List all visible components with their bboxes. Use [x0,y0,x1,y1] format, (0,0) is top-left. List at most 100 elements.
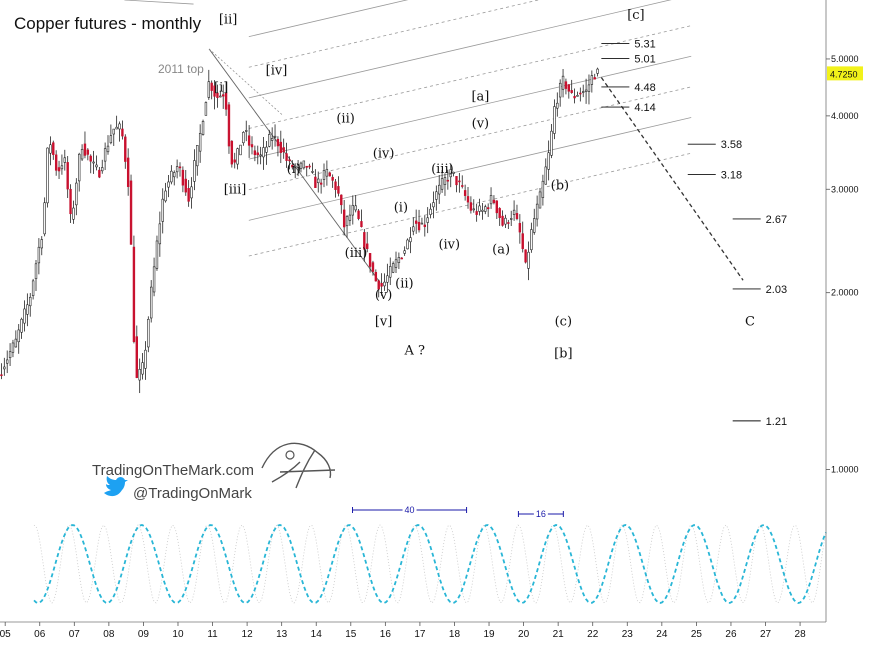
candle-body [558,82,562,98]
candle-body [553,106,556,134]
candle-body [406,239,409,250]
candle-body [584,89,588,92]
candle-body [270,138,274,141]
candle-body [294,165,297,168]
candle-body [334,181,337,190]
candle-body [498,208,501,219]
brand-logo [261,442,336,489]
candle-body [196,145,199,167]
level-label: 3.18 [721,169,742,181]
channel-line [248,152,692,257]
candle-body [291,164,294,168]
candle-body [530,229,533,251]
x-tick-label: 14 [311,629,323,640]
candle-body [547,152,550,170]
candle-body [167,181,170,188]
candle-body [95,164,98,168]
archer-head-icon [285,450,295,460]
candle-body [161,198,164,222]
candle-body [492,199,496,204]
candle-body [478,205,481,212]
candle-body [245,130,248,132]
x-tick-label: 15 [345,629,357,640]
brand-handle: @TradingOnMark [133,485,252,502]
candle-body [60,165,64,170]
candle-body [337,186,340,194]
candle-body [6,359,9,364]
candle-body [576,95,579,97]
candle-body [213,85,216,97]
x-tick-label: 19 [483,629,495,640]
candle-body [49,144,52,154]
candle-body [342,209,346,228]
price-tag-bg [827,66,863,81]
candle-body [187,188,190,202]
candle-body [472,208,475,211]
x-tick-label: 23 [622,629,634,640]
candle-body [3,366,6,370]
candle-body [150,286,153,319]
candle-body [423,224,427,228]
candle-body [69,188,72,215]
candle-body [285,153,288,161]
candle-body [198,133,202,152]
candle-body [288,159,291,162]
cycle-markers: 40 16 [352,504,564,519]
candle-body [262,147,265,158]
candle-body [14,338,18,348]
candle-body [345,216,349,227]
candle-body [89,155,92,162]
x-tick-label: 13 [276,629,288,640]
candle-body [538,191,542,209]
candle-body [556,102,559,109]
candle-body [178,166,182,169]
candle-body [489,195,493,205]
candle-body [158,223,162,245]
candle-body [227,104,231,147]
candle-body [429,208,432,215]
candle-body [26,304,29,315]
candle-body [34,263,38,280]
candle-body [230,140,234,165]
candle-body [377,280,380,290]
candle-body [0,374,3,377]
candle-body [216,92,219,98]
wave-label: [i] [214,81,228,96]
x-tick-label: 07 [69,629,81,640]
cycle-label-bg [402,504,417,515]
candle-body [253,150,257,156]
wave-label: [c] [627,8,644,23]
candle-body [351,204,354,216]
x-axis: 05 06 07 08 09 10 11 12 13 14 15 16 17 18 19 20 21 22 23 24… [0,621,826,640]
wave-label: (c) [555,314,572,329]
channel-line [248,0,409,38]
cycle-wave [33,524,827,604]
x-tick-label: 28 [795,629,807,640]
wave-label: (b) [551,178,569,193]
level-label: 5.01 [634,53,655,65]
candle-body [322,170,326,180]
candle-body [564,81,568,89]
candle-body [535,203,539,220]
level-label: 1.21 [766,416,787,428]
candle-body [515,213,519,219]
candle-body [317,178,320,184]
candle-body [438,184,441,195]
candle-body [380,282,383,287]
candle-body [296,164,300,168]
candle-body [504,217,507,225]
candle-body [222,94,225,97]
trend-line [208,48,381,283]
candle-body [193,160,196,182]
candle-body [449,169,452,178]
x-tick-label: 27 [760,629,772,640]
channel-line [248,86,692,191]
candle-body [374,271,378,282]
cycle-label: 16 [536,509,546,519]
level-label: 2.67 [766,214,787,226]
channel-line [248,25,692,129]
candle-body [524,249,527,263]
y-tick-label: 5.0000 [831,54,859,64]
channel-line [248,55,692,160]
